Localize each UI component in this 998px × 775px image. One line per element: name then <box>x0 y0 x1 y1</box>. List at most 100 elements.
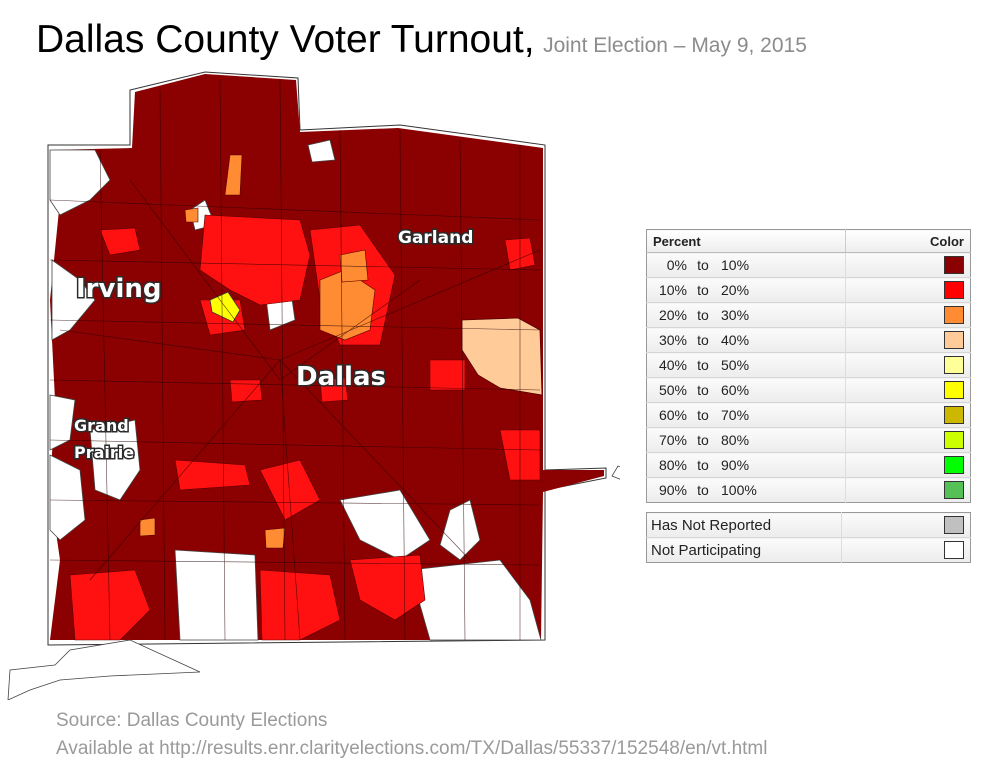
legend-status-label: Not Participating <box>646 537 842 563</box>
range-low: 60% <box>658 407 687 423</box>
legend-row: 40% to 50% <box>646 352 971 378</box>
title-subtitle: Joint Election – May 9, 2015 <box>543 34 807 57</box>
legend-range: 0% to 10% <box>646 252 846 278</box>
map-title: Dallas County Voter Turnout, Joint Elect… <box>36 18 807 62</box>
legend-swatch <box>944 381 964 400</box>
legend-status-row: Not Participating <box>646 537 971 563</box>
legend-row: 50% to 60% <box>646 377 971 403</box>
legend-status-row: Has Not Reported <box>646 512 971 538</box>
city-label-dallas: Dallas <box>296 362 386 392</box>
source-note: Source: Dallas County Elections Availabl… <box>56 707 767 763</box>
range-to: to <box>697 307 709 323</box>
legend-row: 30% to 40% <box>646 327 971 353</box>
range-low: 50% <box>658 382 687 398</box>
county-map: Garland Irving Dallas Grand Prairie <box>7 71 620 700</box>
legend-range: 50% to 60% <box>646 377 846 403</box>
city-label-prairie: Prairie <box>74 443 134 462</box>
legend-swatch-cell <box>841 512 971 538</box>
source-line: Source: Dallas County Elections <box>56 710 328 731</box>
range-to: to <box>697 457 709 473</box>
legend-header-color: Color <box>845 229 971 253</box>
city-label-irving: Irving <box>76 274 161 304</box>
range-high: 70% <box>721 407 750 423</box>
legend-swatch <box>944 331 964 350</box>
legend-swatch <box>944 356 964 375</box>
legend-range: 30% to 40% <box>646 327 846 353</box>
range-low: 70% <box>658 432 687 448</box>
range-to: to <box>697 282 709 298</box>
range-low: 10% <box>658 282 687 298</box>
legend-swatch <box>944 281 964 300</box>
title-main: Dallas County Voter Turnout, <box>36 18 535 61</box>
legend-range: 70% to 80% <box>646 427 846 453</box>
range-to: to <box>697 432 709 448</box>
legend-swatch-cell <box>845 452 971 478</box>
legend-status-label: Has Not Reported <box>646 512 842 538</box>
precinct-boundaries <box>49 79 541 641</box>
range-low: 40% <box>658 357 687 373</box>
city-label-garland: Garland <box>398 228 473 248</box>
legend-range: 90% to 100% <box>646 477 846 503</box>
legend-status-rows: Has Not Reported Not Participating <box>646 512 971 563</box>
range-to: to <box>697 407 709 423</box>
legend-swatch-cell <box>841 537 971 563</box>
range-low: 90% <box>658 482 687 498</box>
legend-header-percent: Percent <box>646 229 846 253</box>
legend-range: 10% to 20% <box>646 277 846 303</box>
legend-swatch-cell <box>845 427 971 453</box>
city-label-grand: Grand <box>74 416 129 435</box>
legend-row: 0% to 10% <box>646 252 971 278</box>
range-to: to <box>697 382 709 398</box>
legend-range: 80% to 90% <box>646 452 846 478</box>
legend-swatch-cell <box>845 477 971 503</box>
legend-swatch-cell <box>845 352 971 378</box>
legend-swatch-cell <box>845 302 971 328</box>
legend-swatch <box>944 406 964 425</box>
range-high: 100% <box>721 482 757 498</box>
legend-range: 20% to 30% <box>646 302 846 328</box>
range-low: 0% <box>666 257 687 273</box>
range-high: 30% <box>721 307 750 323</box>
source-url: Available at http://results.enr.claritye… <box>56 738 768 759</box>
range-high: 40% <box>721 332 750 348</box>
legend-row: 10% to 20% <box>646 277 971 303</box>
legend-swatch-cell <box>845 327 971 353</box>
legend-row: 70% to 80% <box>646 427 971 453</box>
legend-table: Percent Color 0% to 10% 10% to 20% 20% to 30% 30%… <box>646 229 971 503</box>
turnout-30-40-area <box>461 317 543 396</box>
legend-swatch <box>944 306 964 325</box>
legend-swatch <box>944 516 964 535</box>
legend-swatch <box>944 541 964 560</box>
legend-swatch <box>944 431 964 450</box>
legend-swatch-cell <box>845 252 971 278</box>
legend-swatch-cell <box>845 402 971 428</box>
range-low: 20% <box>658 307 687 323</box>
legend-range: 60% to 70% <box>646 402 846 428</box>
range-low: 80% <box>658 457 687 473</box>
legend-row: 20% to 30% <box>646 302 971 328</box>
legend-swatch <box>944 256 964 275</box>
not-participating-areas <box>7 139 620 700</box>
legend-swatch-cell <box>845 377 971 403</box>
range-to: to <box>697 357 709 373</box>
range-high: 50% <box>721 357 750 373</box>
legend-swatch <box>944 456 964 475</box>
legend-swatch <box>944 481 964 500</box>
range-to: to <box>697 482 709 498</box>
legend-row: 80% to 90% <box>646 452 971 478</box>
range-high: 90% <box>721 457 750 473</box>
range-to: to <box>697 257 709 273</box>
legend-status-table: Has Not Reported Not Participating <box>646 512 971 563</box>
legend-range: 40% to 50% <box>646 352 846 378</box>
legend-row: 60% to 70% <box>646 402 971 428</box>
legend-swatch-cell <box>845 277 971 303</box>
legend-row: 90% to 100% <box>646 477 971 503</box>
range-high: 20% <box>721 282 750 298</box>
range-low: 30% <box>658 332 687 348</box>
legend-bins: 0% to 10% 10% to 20% 20% to 30% 30% to 40% 40% to 50% 5… <box>646 252 971 503</box>
range-high: 60% <box>721 382 750 398</box>
range-to: to <box>697 332 709 348</box>
legend: Percent Color 0% to 10% 10% to 20% 20% to 30% 30%… <box>646 229 971 563</box>
range-high: 80% <box>721 432 750 448</box>
range-high: 10% <box>721 257 750 273</box>
